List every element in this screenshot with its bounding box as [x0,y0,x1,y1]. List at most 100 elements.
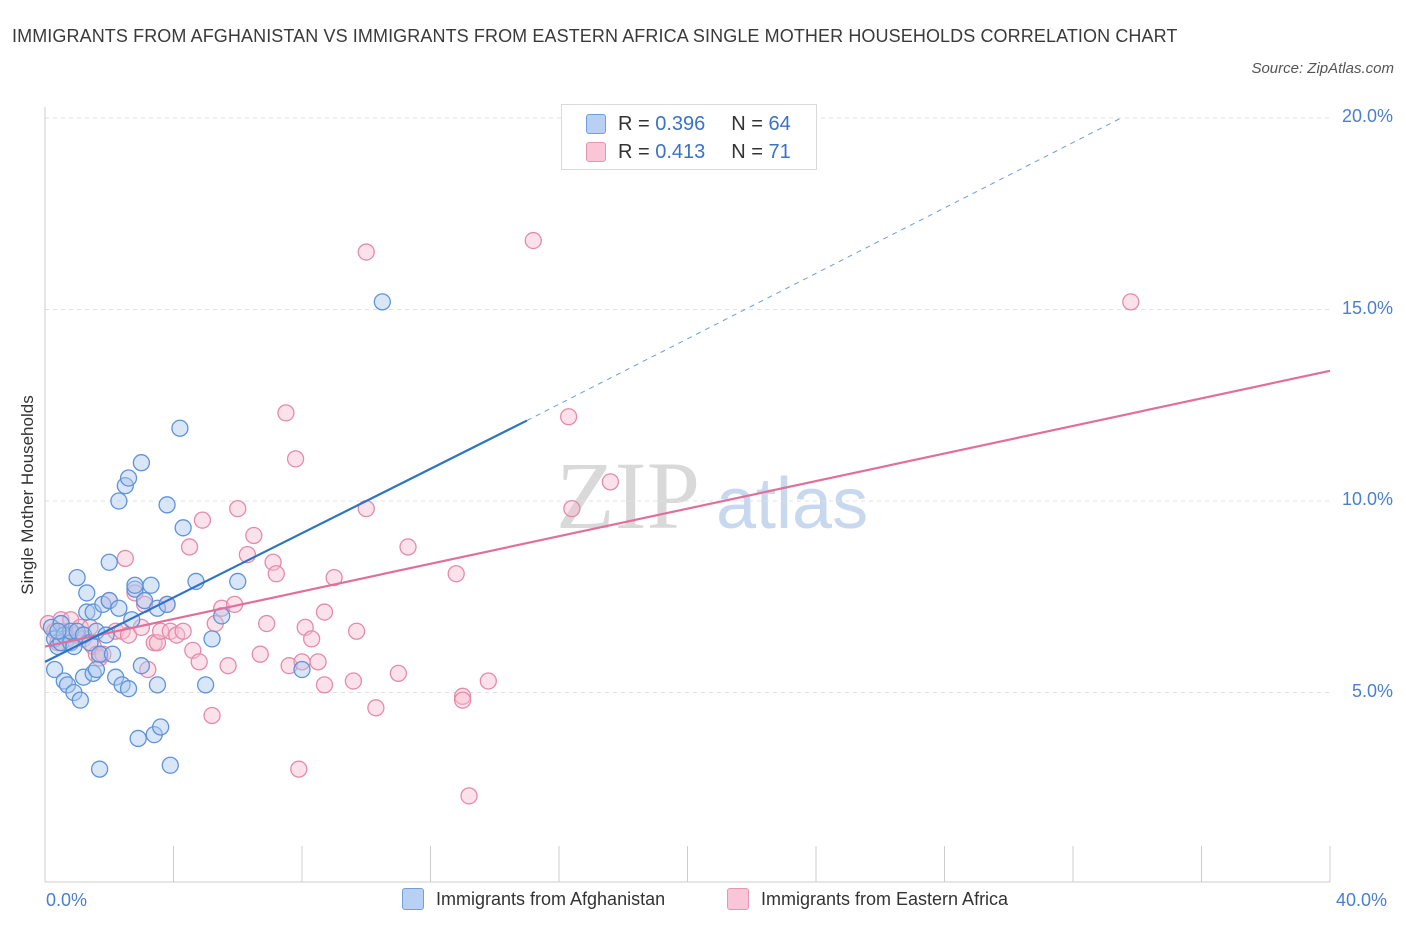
eastern-africa-point [344,672,363,690]
eastern-africa-point [563,500,581,518]
afghanistan-point [203,630,221,648]
eastern-africa-point [399,538,417,556]
afghanistan-point [132,454,151,472]
afghanistan-point [151,718,170,736]
afghanistan-point [132,657,151,675]
watermark-atlas: atlas [716,464,868,544]
y-tick-label: 5.0% [1351,680,1393,701]
y-tick-label: 20.0% [1341,106,1393,126]
eastern-africa-point [524,231,542,250]
eastern-africa-point [286,450,305,468]
afghanistan-point [158,496,176,514]
eastern-africa-point [280,657,298,675]
afghanistan-point [74,668,93,686]
eastern-africa-point [190,653,208,671]
eastern-africa-point [309,653,327,671]
afghanistan-point [78,584,96,602]
eastern-africa-point [151,622,170,640]
eastern-africa-point [601,473,620,491]
afghanistan-point [142,576,160,594]
eastern-africa-point [245,526,263,545]
afghanistan-point [45,660,64,679]
eastern-africa-point [315,603,334,621]
eastern-africa-point [116,549,134,568]
afghanistan-point [119,680,138,698]
legend-row-eastern-africa: R = 0.413 N = 71 [586,139,791,165]
afghanistan-point [119,469,138,487]
eastern-africa-point [203,706,221,725]
afghanistan-point [90,645,109,663]
eastern-africa-point [357,243,375,261]
afghanistan-point [126,576,144,594]
afghanistan-point [148,676,167,694]
afghanistan-point [110,492,128,510]
afghanistan-point [68,568,86,587]
legend-row-afghanistan: R = 0.396 N = 64 [586,111,791,137]
chart-title: IMMIGRANTS FROM AFGHANISTAN VS IMMIGRANT… [12,26,1178,46]
eastern-africa-point [290,760,308,778]
afghanistan-point [135,591,154,610]
eastern-africa-point [267,565,285,583]
afghanistan-point [103,645,122,663]
afghanistan-point [90,760,109,778]
eastern-africa-point [347,622,366,640]
afghanistan-point [100,553,118,571]
afghanistan-trendline-extension [526,117,1122,422]
legend-n-value: 64 [768,112,791,135]
legend-r-label: R = [618,140,650,163]
correlation-legend: R = 0.396 N = 64 R = 0.413 N = 71 [561,104,817,170]
legend-r-value: 0.396 [655,112,706,135]
afghanistan-point [293,660,311,679]
eastern-africa-point [174,622,192,640]
afghanistan-trendline [44,419,528,663]
afghanistan-point [229,572,247,591]
eastern-africa-point [180,538,199,556]
eastern-africa-point [479,672,497,690]
eastern-africa-point [219,657,237,675]
bottom-legend-afghanistan: Immigrants from Afghanistan [402,888,665,910]
afghanistan-point [129,729,147,748]
eastern-africa-point [447,565,465,583]
eastern-africa-point [193,511,212,529]
bottom-legend-eastern-africa: Immigrants from Eastern Africa [727,888,1008,910]
afghanistan-point [174,519,192,537]
legend-n-label: N = [731,140,763,163]
afghanistan-point [110,599,128,617]
eastern-africa-point [229,500,247,518]
x-tick-label-max: 40.0% [1336,890,1388,910]
afghanistan-point [196,676,215,694]
afghanistan-point [49,622,67,640]
legend-swatch-blue [586,114,606,134]
eastern-africa-point [277,404,295,422]
afghanistan-point [123,611,141,629]
afghanistan-point [171,419,189,437]
legend-r-label: R = [618,112,650,135]
eastern-africa-point [367,699,385,717]
afghanistan-point [161,756,179,774]
legend-n-label: N = [731,112,763,135]
eastern-africa-point [460,787,478,805]
legend-swatch-pink [727,888,749,910]
afghanistan-point [87,660,106,679]
source-label: Source: ZipAtlas.com [1251,60,1394,77]
eastern-africa-trendline [44,369,1331,648]
eastern-africa-point [389,664,408,682]
eastern-africa-point [251,645,269,663]
legend-label: Immigrants from Eastern Africa [761,888,1009,909]
eastern-africa-point [302,630,321,648]
eastern-africa-point [559,408,578,426]
eastern-africa-point [315,676,334,694]
y-tick-label: 10.0% [1341,489,1393,509]
legend-swatch-pink [586,142,606,162]
y-tick-label: 15.0% [1341,297,1393,318]
x-tick-label-min: 0.0% [46,890,88,910]
legend-swatch-blue [402,888,424,910]
eastern-africa-point [1122,293,1140,311]
afghanistan-point [373,293,391,311]
legend-label: Immigrants from Afghanistan [436,888,666,909]
afghanistan-point [78,603,96,621]
legend-r-value: 0.413 [655,140,706,163]
eastern-africa-point [453,691,472,709]
afghanistan-point [126,580,144,598]
